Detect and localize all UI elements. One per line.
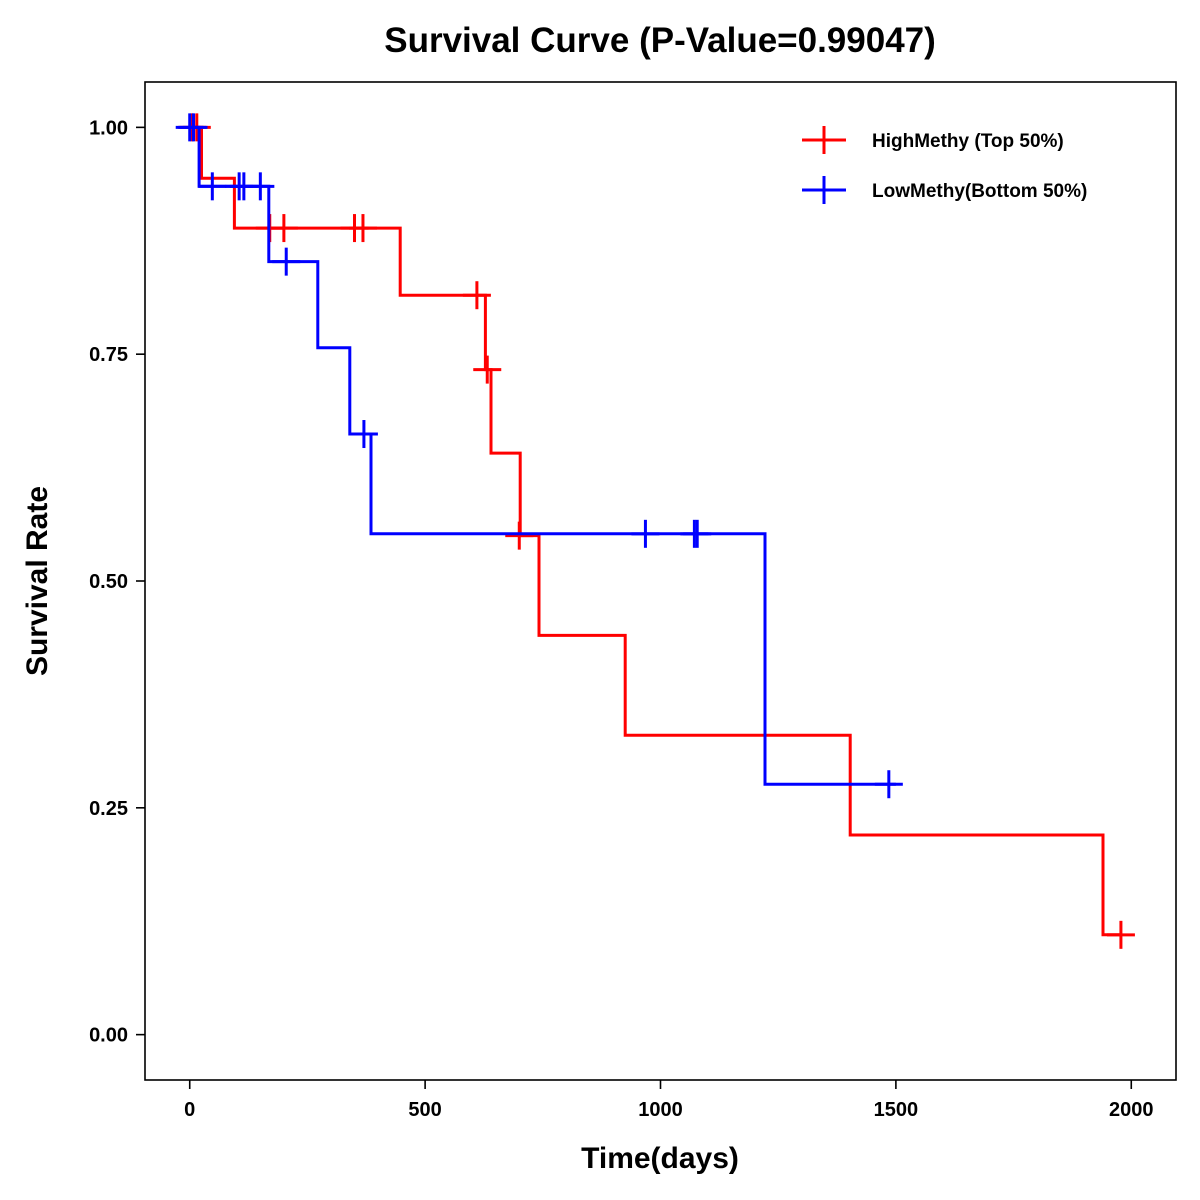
series-layer — [175, 113, 1135, 949]
series-lowmethy — [175, 113, 903, 799]
legend-item-highmethy: HighMethy (Top 50%) — [802, 126, 1064, 154]
x-tick-label: 2000 — [1109, 1099, 1154, 1121]
x-tick-label: 0 — [184, 1099, 195, 1121]
chart-title: Survival Curve (P-Value=0.99047) — [384, 21, 936, 60]
legend-label-lowmethy: LowMethy(Bottom 50%) — [872, 181, 1087, 202]
y-axis-label: Survival Rate — [21, 486, 54, 676]
x-tick-label: 1500 — [874, 1099, 919, 1121]
legend-label-highmethy: HighMethy (Top 50%) — [872, 131, 1064, 152]
y-tick-label: 0.25 — [89, 798, 128, 820]
x-tick-label: 1000 — [638, 1099, 683, 1121]
x-axis-label: Time(days) — [581, 1142, 739, 1175]
x-tick-label: 500 — [408, 1099, 441, 1121]
y-tick-label: 0.00 — [89, 1025, 128, 1047]
legend: HighMethy (Top 50%) LowMethy(Bottom 50%) — [802, 126, 1087, 204]
y-tick-label: 1.00 — [89, 117, 128, 139]
y-tick-label: 0.50 — [89, 571, 128, 593]
x-axis: 0 500 1000 1500 2000 — [184, 1080, 1154, 1121]
legend-item-lowmethy: LowMethy(Bottom 50%) — [802, 176, 1087, 204]
y-tick-label: 0.75 — [89, 344, 128, 366]
y-axis: 0.00 0.25 0.50 0.75 1.00 — [89, 117, 145, 1047]
